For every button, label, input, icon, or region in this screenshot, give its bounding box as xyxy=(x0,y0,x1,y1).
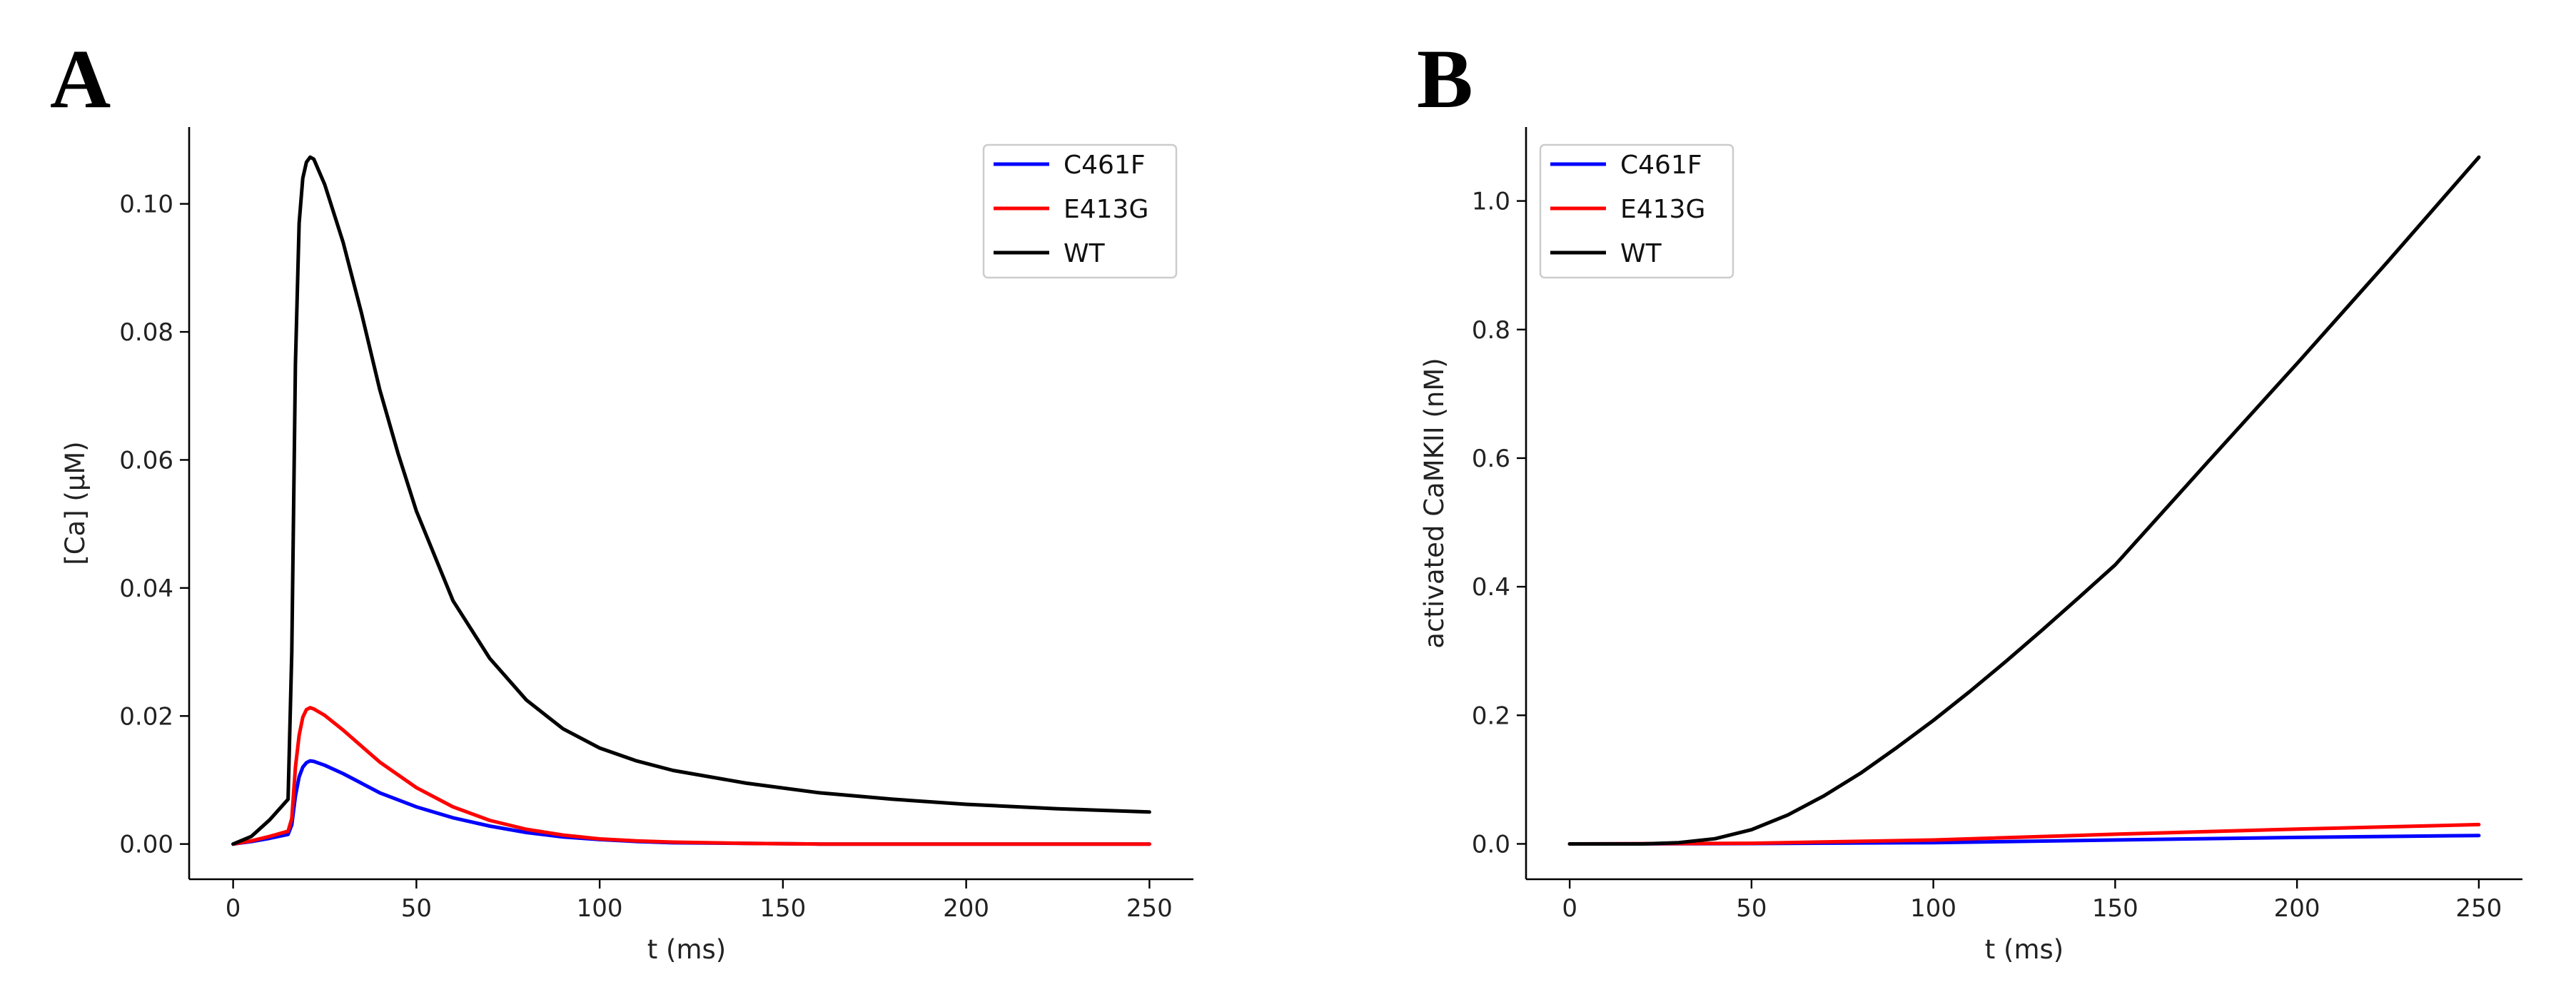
panel-a-legend-label: WT xyxy=(1064,239,1106,268)
panel-a-ytick-label: 0.00 xyxy=(119,831,173,859)
panel-a-ytick-label: 0.08 xyxy=(119,318,173,347)
panel-a-series-e413g xyxy=(231,706,1151,846)
panel-b-ytick-label: 0.0 xyxy=(1472,830,1510,859)
panel-b-xtick-label: 100 xyxy=(1910,894,1956,923)
panel-b-xtick-label: 200 xyxy=(2274,894,2320,923)
panel-b: B t (ms) activated CaMKII (nM) 0 50 100 150… xyxy=(1417,32,2522,965)
panel-b-xtick-label: 0 xyxy=(1562,894,1577,923)
panel-a-label: A xyxy=(50,32,111,126)
panel-b-xlabel: t (ms) xyxy=(1985,934,2064,965)
panel-a: A t (ms) [Ca] (μM) 0 50 100 150 200 250 0.00 0.… xyxy=(50,32,1193,965)
panel-a-ylabel: [Ca] (μM) xyxy=(60,441,91,565)
panel-b-xtick-label: 50 xyxy=(1736,894,1767,923)
panel-b-legend-label: E413G xyxy=(1620,195,1705,224)
panel-b-legend xyxy=(1539,143,1734,279)
panel-b-xtick-label: 150 xyxy=(2092,894,2138,923)
panel-b-label: B xyxy=(1417,32,1473,126)
panel-b-ytick-label: 0.4 xyxy=(1472,573,1510,602)
panel-a-xtick-label: 150 xyxy=(759,894,806,923)
panel-a-ytick-label: 0.10 xyxy=(119,191,173,219)
panel-b-ytick-label: 0.2 xyxy=(1472,702,1510,730)
panel-a-xlabel: t (ms) xyxy=(647,934,726,965)
panel-a-ytick-label: 0.04 xyxy=(119,575,173,603)
panel-a-legend-label: C461F xyxy=(1064,151,1146,180)
panel-b-ytick-label: 0.6 xyxy=(1472,445,1510,473)
panel-b-ytick-label: 0.8 xyxy=(1472,316,1510,345)
panel-b-ytick-label: 1.0 xyxy=(1472,188,1510,216)
panel-a-legend xyxy=(982,143,1178,279)
panel-a-ytick-label: 0.02 xyxy=(119,702,173,731)
panel-b-legend-label: WT xyxy=(1620,239,1662,268)
panel-b-legend-label: C461F xyxy=(1620,151,1702,180)
panel-b-xtick-label: 250 xyxy=(2455,894,2502,923)
panel-a-ytick-label: 0.06 xyxy=(119,446,173,475)
panel-a-xtick-label: 100 xyxy=(577,894,623,923)
panel-a-xtick-label: 250 xyxy=(1126,894,1173,923)
panel-b-series-wt xyxy=(1567,155,2481,846)
panel-b-ylabel: activated CaMKII (nM) xyxy=(1419,358,1450,648)
panel-a-xtick-label: 200 xyxy=(943,894,989,923)
panel-a-xtick-label: 50 xyxy=(401,894,432,923)
panel-b-series-e413g xyxy=(1567,822,2481,846)
panel-a-series-wt xyxy=(231,155,1151,846)
panel-a-xtick-label: 0 xyxy=(226,894,241,923)
panel-a-legend-label: E413G xyxy=(1064,195,1148,224)
